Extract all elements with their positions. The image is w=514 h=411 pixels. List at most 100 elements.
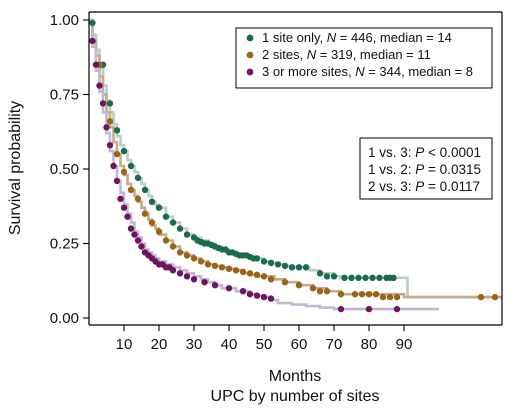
series-2-censor-marker: [491, 293, 499, 301]
series-3-censor-marker: [138, 243, 145, 250]
legend-items: 1 site only, N = 446, median = 14 2 sites…: [246, 30, 473, 79]
stats-annotation: 1 vs. 3: P < 0.0001 1 vs. 2: P = 0.0315 2 …: [359, 137, 493, 200]
series-3-censor-marker: [253, 292, 261, 299]
legend-label-3: 3 or more sites, N = 344, median = 8: [262, 64, 473, 79]
series-1-censor-marker: [323, 273, 331, 280]
series-1-censor-marker: [295, 264, 303, 271]
series-2-censor-marker: [253, 271, 261, 278]
series-3-censor-marker: [225, 285, 233, 292]
series-1-censor-marker: [260, 258, 268, 265]
series-3-censor-marker: [183, 273, 191, 280]
series-2-censor-marker: [211, 262, 219, 270]
y-tick-label: 0.25: [50, 236, 79, 253]
series-3-censor-marker: [89, 37, 96, 45]
series-3-censor-marker: [239, 288, 247, 295]
series-1-censor-marker: [362, 274, 369, 281]
series-2-censor-marker: [134, 195, 142, 202]
series-2-censor-marker: [204, 261, 212, 268]
series-3-censor-marker: [211, 282, 219, 289]
series-1-censor-marker: [183, 231, 191, 238]
stat-line-2: 1 vs. 2: P = 0.0315: [368, 162, 481, 177]
series-1-censor-marker: [267, 259, 275, 267]
series-1-censor-marker: [89, 19, 96, 27]
series-1-censor-marker: [302, 264, 310, 271]
stat-line-1: 1 vs. 3: P < 0.0001: [368, 145, 481, 160]
series-1-censor-marker: [348, 274, 355, 281]
x-axis-label: Months: [269, 368, 321, 385]
series-2-censor-marker: [281, 279, 289, 286]
y-tick-label: 0.75: [50, 87, 79, 104]
series-1-censor-marker: [341, 274, 348, 281]
series-3-censor-marker: [131, 231, 138, 238]
series-3-censor-marker: [134, 237, 142, 244]
stat-line-3: 2 vs. 3: P = 0.0117: [368, 179, 480, 194]
series-2-censor-marker: [148, 219, 156, 226]
series-3-censor-marker: [260, 293, 268, 301]
series-layer: [89, 18, 502, 313]
series-1-censor-marker: [120, 147, 128, 155]
series-3-censor-marker: [267, 295, 275, 302]
series-2-censor-marker: [239, 268, 247, 275]
series-2-censor-marker: [127, 186, 135, 194]
series-2-censor-marker: [162, 237, 170, 244]
y-ticks: 0.00 0.25 0.50 0.75 1.00: [50, 12, 89, 327]
series-3-censor-marker: [201, 279, 208, 286]
y-tick-label: 0.50: [50, 161, 79, 178]
series-1-censor-marker: [253, 255, 261, 262]
series-1-censor-marker: [155, 204, 163, 211]
stats-items: 1 vs. 3: P < 0.0001 1 vs. 2: P = 0.0315 2 …: [368, 145, 481, 194]
x-tick-label: 80: [361, 336, 378, 353]
series-3-censor-marker: [176, 270, 184, 277]
series-3-censor-marker: [92, 61, 100, 68]
series-1-censor-marker: [113, 127, 121, 134]
series-2-censor-marker: [379, 293, 387, 301]
series-2-censor-marker: [386, 293, 394, 301]
series-3-censor-marker: [96, 82, 103, 89]
series-2-censor-marker: [267, 276, 275, 283]
series-3-censor-marker: [120, 204, 128, 211]
y-tick-label: 0.00: [50, 310, 79, 327]
series-3-censor-marker: [110, 162, 117, 170]
series-1-censor-marker: [148, 198, 156, 205]
series-2-censor-marker: [225, 265, 233, 272]
y-axis-label: Survival probability: [7, 101, 24, 235]
legend-label-2: 2 sites, N = 319, median = 11: [262, 47, 431, 62]
series-1-censor-marker: [162, 213, 170, 220]
x-tick-label: 70: [326, 336, 343, 353]
series-2-censor-marker: [246, 270, 254, 277]
series-3-censor-marker: [127, 225, 135, 232]
series-1-censor-marker: [127, 162, 135, 170]
x-tick-label: 90: [396, 336, 413, 353]
series-1-censor-marker: [330, 273, 338, 280]
series-2-censor-marker: [393, 293, 401, 301]
x-axis-sublabel: UPC by number of sites: [211, 388, 380, 405]
x-tick-label: 10: [116, 336, 133, 353]
legend-label-1: 1 site only, N = 446, median = 14: [262, 30, 452, 45]
legend-marker-3: [246, 68, 254, 76]
series-2-censor-marker: [218, 264, 226, 271]
series-1-censor-marker: [169, 219, 177, 226]
series-2-censor-marker: [176, 249, 184, 256]
series-2-censor-marker: [316, 288, 324, 295]
series-1-censor-marker: [355, 274, 362, 281]
series-2-censor-marker: [309, 285, 317, 292]
series-3-censor-marker: [124, 213, 131, 220]
series-2-censor-marker: [190, 255, 198, 262]
series-3-censor-marker: [169, 267, 177, 274]
series-3-censor-marker: [393, 305, 401, 313]
series-1-censor-marker: [274, 261, 282, 268]
x-tick-label: 30: [186, 336, 203, 353]
series-1-censor-marker: [288, 264, 296, 271]
series-2-censor-marker: [106, 118, 114, 125]
series-2-censor-marker: [183, 252, 191, 259]
y-tick-label: 1.00: [50, 12, 79, 29]
series-3-censor-marker: [190, 276, 198, 283]
series-3-censor-marker: [337, 305, 345, 313]
legend: 1 site only, N = 446, median = 14 2 sites…: [235, 27, 493, 89]
series-3-censor-marker: [106, 142, 114, 149]
series-3-censor-marker: [117, 195, 124, 202]
series-3-censor-marker: [99, 100, 107, 107]
series-2-censor-marker: [260, 273, 268, 280]
